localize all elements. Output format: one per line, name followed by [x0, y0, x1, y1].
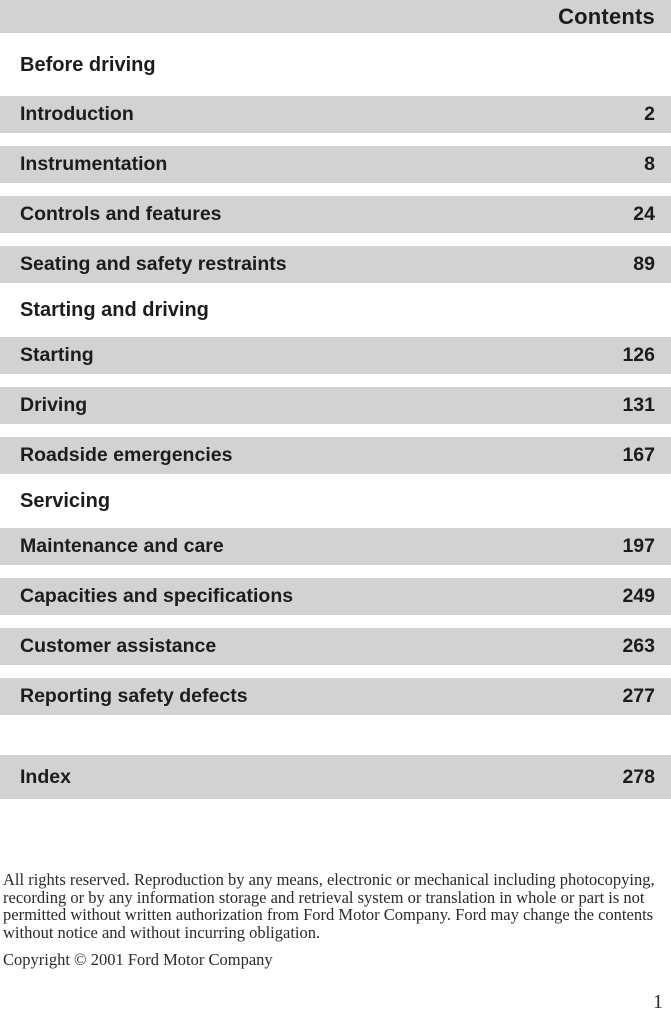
toc-entry-reporting-safety-defects: Reporting safety defects 277 [0, 678, 671, 715]
toc-entry-label: Capacities and specifications [20, 585, 294, 607]
copyright-text: Copyright © 2001 Ford Motor Company [3, 950, 273, 970]
toc-entry-label: Roadside emergencies [20, 444, 233, 466]
toc-entry-label: Maintenance and care [20, 535, 224, 557]
toc-entry-page-number: 126 [622, 344, 655, 366]
toc-entry-page-number: 131 [622, 394, 655, 416]
toc-entry-page-number: 2 [644, 103, 655, 125]
table-of-contents: Before driving Introduction 2 Instrument… [0, 47, 671, 799]
section-header-label: Servicing [20, 489, 111, 512]
contents-title-bar: Contents [0, 0, 671, 33]
toc-entry-page-number: 197 [622, 535, 655, 557]
toc-entry-customer-assistance: Customer assistance 263 [0, 628, 671, 665]
toc-entry-controls-and-features: Controls and features 24 [0, 196, 671, 233]
page-number: 1 [653, 991, 663, 1013]
toc-entry-capacities-and-specifications: Capacities and specifications 249 [0, 578, 671, 615]
toc-entry-driving: Driving 131 [0, 387, 671, 424]
toc-entry-label: Instrumentation [20, 153, 168, 175]
toc-entry-page-number: 24 [633, 203, 655, 225]
toc-entry-label: Seating and safety restraints [20, 253, 287, 275]
section-header-label: Before driving [20, 53, 156, 76]
section-header-label: Starting and driving [20, 298, 209, 321]
toc-entry-seating-and-safety-restraints: Seating and safety restraints 89 [0, 246, 671, 283]
toc-entry-index: Index 278 [0, 755, 671, 799]
toc-entry-introduction: Introduction 2 [0, 96, 671, 133]
toc-entry-page-number: 278 [622, 765, 655, 788]
toc-entry-roadside-emergencies: Roadside emergencies 167 [0, 437, 671, 474]
toc-entry-page-number: 8 [644, 153, 655, 175]
legal-footer: All rights reserved. Reproduction by any… [0, 871, 666, 969]
toc-entry-page-number: 249 [622, 585, 655, 607]
section-header-before-driving: Before driving [0, 47, 671, 83]
toc-entry-page-number: 263 [622, 635, 655, 657]
toc-entry-label: Customer assistance [20, 635, 217, 657]
toc-entry-label: Starting [20, 344, 94, 366]
page-title: Contents [558, 3, 655, 29]
section-header-servicing: Servicing [0, 487, 671, 515]
toc-entry-label: Reporting safety defects [20, 685, 248, 707]
section-header-starting-and-driving: Starting and driving [0, 296, 671, 324]
toc-entry-label: Index [20, 765, 71, 788]
toc-entry-page-number: 277 [622, 685, 655, 707]
toc-entry-starting: Starting 126 [0, 337, 671, 374]
toc-entry-label: Driving [20, 394, 88, 416]
toc-entry-instrumentation: Instrumentation 8 [0, 146, 671, 183]
toc-entry-page-number: 89 [633, 253, 655, 275]
toc-entry-maintenance-and-care: Maintenance and care 197 [0, 528, 671, 565]
toc-entry-label: Controls and features [20, 203, 222, 225]
rights-reserved-text: All rights reserved. Reproduction by any… [3, 870, 655, 942]
toc-entry-page-number: 167 [622, 444, 655, 466]
toc-entry-label: Introduction [20, 103, 134, 125]
